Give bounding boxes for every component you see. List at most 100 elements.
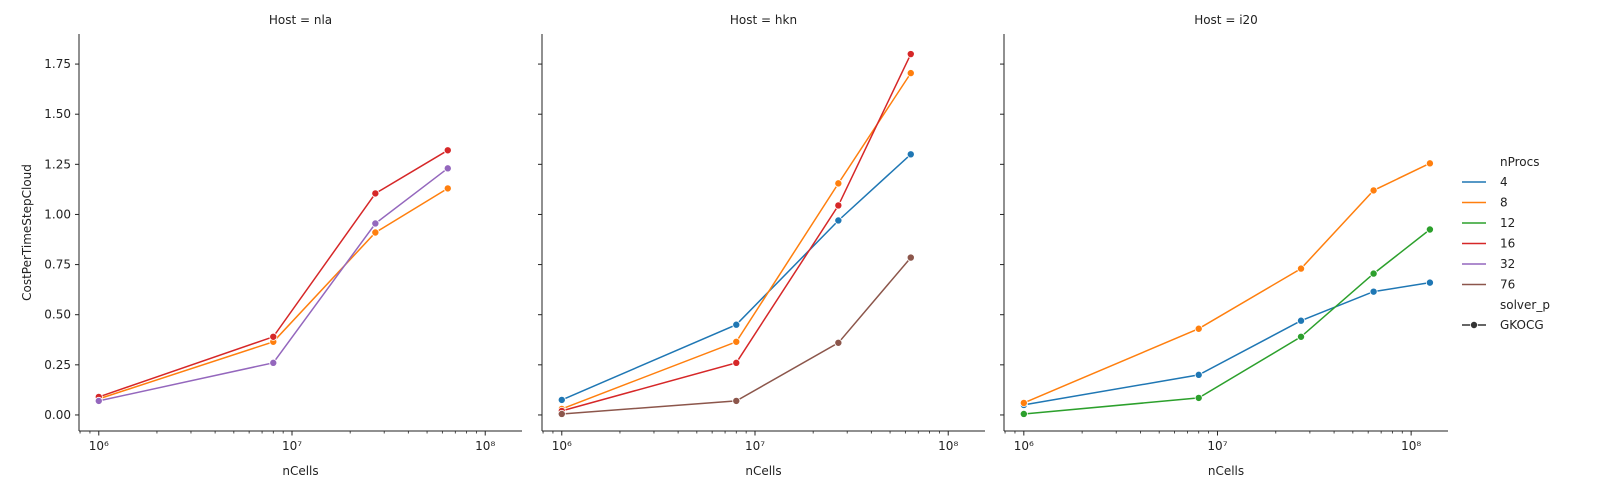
data-point (732, 396, 741, 405)
series-32 (94, 164, 452, 405)
y-tick-label: 0.00 (44, 408, 71, 422)
series-4 (557, 150, 915, 404)
data-point (1369, 186, 1378, 195)
legend-label: 12 (1500, 216, 1515, 230)
data-point (1425, 278, 1434, 287)
data-point (1194, 324, 1203, 333)
series-line (1023, 228, 1431, 415)
x-tick-label: 10⁶ (552, 439, 572, 453)
data-point (1194, 393, 1203, 402)
data-point (1297, 264, 1306, 273)
data-point (1369, 287, 1378, 296)
data-point (1425, 225, 1434, 234)
series-8 (94, 184, 452, 403)
legend-item: GKOCG (1462, 318, 1544, 332)
data-point (94, 396, 103, 405)
y-axis-label: CostPerTimeStepCloud (20, 164, 34, 301)
data-point (906, 50, 915, 59)
x-tick-label: 10⁶ (1014, 439, 1034, 453)
data-point (1019, 398, 1028, 407)
series-line (98, 187, 449, 400)
series-line (561, 257, 912, 415)
data-point (732, 337, 741, 346)
legend-marker (1470, 320, 1479, 329)
data-point (906, 150, 915, 159)
data-point (371, 228, 380, 237)
y-tick-label: 0.25 (44, 358, 71, 372)
legend-item: 16 (1462, 237, 1515, 251)
data-point (834, 201, 843, 210)
legend-label: 32 (1500, 257, 1515, 271)
series-76 (557, 253, 915, 418)
series-16 (557, 50, 915, 415)
x-tick-label: 10⁷ (745, 439, 765, 453)
series-line (98, 149, 449, 398)
data-point (371, 219, 380, 228)
data-point (557, 409, 566, 418)
data-point (1297, 332, 1306, 341)
legend-label: 16 (1500, 237, 1515, 251)
data-point (269, 358, 278, 367)
legend-item: 32 (1462, 257, 1515, 271)
data-point (371, 189, 380, 198)
data-point (1297, 316, 1306, 325)
data-point (1425, 159, 1434, 168)
data-point (443, 184, 452, 193)
legend-item: 76 (1462, 278, 1515, 292)
data-point (732, 320, 741, 329)
series-12 (1019, 225, 1434, 418)
data-point (1369, 269, 1378, 278)
series-4 (1019, 278, 1434, 409)
x-tick-label: 10⁸ (475, 439, 495, 453)
data-point (557, 395, 566, 404)
x-axis-label: nCells (1208, 464, 1244, 478)
data-point (834, 216, 843, 225)
panel-1: Host = nla nCells CostPerTimeStepCloud 0.00… (20, 13, 522, 478)
chart-panels: Host = nla nCells CostPerTimeStepCloud 0.00… (20, 13, 1448, 478)
panel-title: Host = hkn (730, 13, 797, 27)
legend-label: 8 (1500, 196, 1508, 210)
data-point (834, 179, 843, 188)
panel-title: Host = nla (269, 13, 332, 27)
data-point (443, 164, 452, 173)
data-point (834, 338, 843, 347)
legend: nProcs 4 8 12 16 32 76 solver_p GKOCG (1462, 155, 1550, 332)
series-8 (1019, 159, 1434, 407)
x-tick-label: 10⁷ (1207, 439, 1227, 453)
panel-title: Host = i20 (1194, 13, 1258, 27)
series-line (561, 53, 912, 412)
legend-label: 4 (1500, 175, 1508, 189)
panel-2: Host = hkn nCells 10⁶ 10⁷ 10⁸ (538, 13, 985, 478)
x-tick-label: 10⁸ (938, 439, 958, 453)
panel-3: Host = i20 nCells 10⁶ 10⁷ 10⁸ (1000, 13, 1448, 478)
series-line (1023, 281, 1431, 406)
y-tick-label: 1.00 (44, 207, 71, 221)
legend-item: 8 (1462, 196, 1508, 210)
data-point (906, 253, 915, 262)
series-line (561, 72, 912, 410)
data-point (443, 146, 452, 155)
legend-label: 76 (1500, 278, 1515, 292)
series-line (98, 167, 449, 402)
data-point (906, 69, 915, 78)
x-tick-label: 10⁸ (1401, 439, 1421, 453)
data-point (1019, 409, 1028, 418)
series-line (561, 153, 912, 401)
y-tick-label: 1.25 (44, 157, 71, 171)
y-tick-label: 0.75 (44, 258, 71, 272)
legend-title: nProcs (1500, 155, 1540, 169)
legend-title: solver_p (1500, 298, 1550, 312)
data-point (1194, 370, 1203, 379)
legend-item: 12 (1462, 216, 1515, 230)
y-tick-label: 1.75 (44, 57, 71, 71)
legend-label: GKOCG (1500, 318, 1544, 332)
y-tick-label: 1.50 (44, 107, 71, 121)
legend-item: 4 (1462, 175, 1508, 189)
x-tick-label: 10⁷ (282, 439, 302, 453)
y-tick-label: 0.50 (44, 308, 71, 322)
x-axis-label: nCells (282, 464, 318, 478)
data-point (269, 332, 278, 341)
x-tick-label: 10⁶ (89, 439, 109, 453)
series-line (1023, 162, 1431, 404)
